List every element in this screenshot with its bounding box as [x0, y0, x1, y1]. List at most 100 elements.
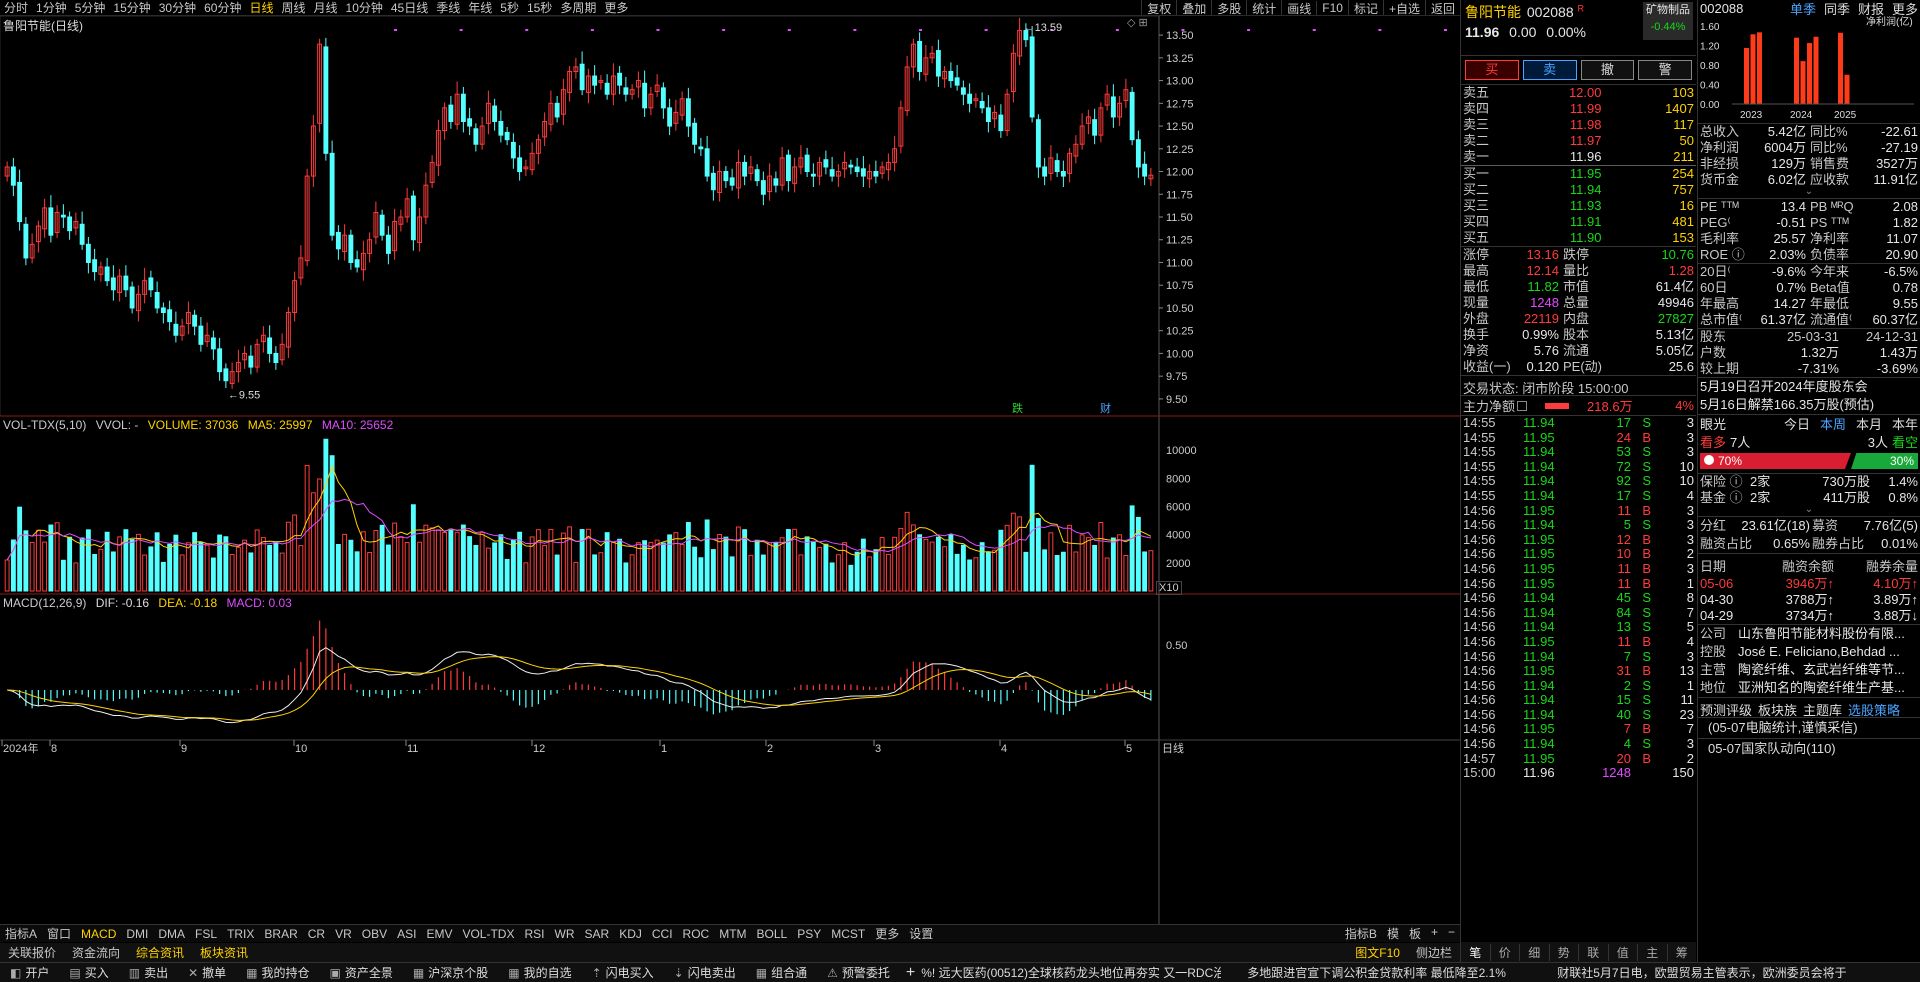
candle-body[interactable] [35, 225, 41, 243]
candle-body[interactable] [542, 121, 548, 138]
candle-body[interactable] [1110, 96, 1116, 118]
indicator-tab[interactable]: ROC [682, 926, 710, 941]
indicator-right-button[interactable]: + [1430, 925, 1438, 939]
candle-body[interactable] [360, 252, 366, 271]
candle-body[interactable] [823, 159, 829, 168]
candle-body[interactable] [392, 221, 398, 252]
candle-body[interactable] [954, 77, 960, 86]
event-marker[interactable] [722, 29, 726, 31]
candle-body[interactable] [1004, 93, 1010, 132]
indicator-tab[interactable]: DMI [126, 926, 149, 941]
info-tab[interactable]: 综合资讯 [136, 946, 185, 960]
candle-body[interactable] [142, 280, 148, 295]
candle-body[interactable] [173, 323, 179, 336]
candle-body[interactable] [192, 314, 198, 327]
candle-body[interactable] [792, 166, 798, 184]
event-marker[interactable] [394, 29, 397, 31]
candle-body[interactable] [29, 243, 35, 259]
event-marker[interactable] [1444, 29, 1447, 31]
quote-tab[interactable]: 价 [1491, 943, 1520, 961]
status-button[interactable]: ▣ 资产全景 [320, 964, 403, 981]
f10-news-item[interactable]: 05-07国家队动向(110) [1698, 738, 1920, 758]
candle-body[interactable] [973, 98, 979, 102]
candle-body[interactable] [1048, 157, 1054, 174]
event-marker[interactable] [1378, 29, 1382, 31]
candle-body[interactable] [729, 177, 735, 186]
candle-body[interactable] [1010, 52, 1016, 92]
candle-body[interactable] [660, 87, 666, 109]
candle-body[interactable] [310, 125, 316, 177]
candle-body[interactable] [723, 171, 729, 182]
status-button[interactable]: ▤ 买入 [59, 964, 118, 981]
candle-body[interactable] [335, 231, 341, 250]
period-tab[interactable]: 月线 [313, 1, 338, 15]
candle-body[interactable] [942, 70, 948, 80]
indicator-tab[interactable]: OBV [361, 926, 388, 941]
order-book-row[interactable]: 买三 11.93 16 [1463, 198, 1694, 214]
info-right-button[interactable]: 侧边栏 [1415, 946, 1452, 960]
indicator-tab[interactable]: TRIX [227, 926, 255, 941]
event-marker[interactable] [1115, 29, 1119, 31]
candle-body[interactable] [379, 214, 385, 236]
candle-body[interactable] [460, 93, 466, 123]
status-button[interactable]: ⇡ 闪电买入 [582, 964, 664, 981]
candle-body[interactable] [885, 161, 891, 171]
candle-body[interactable] [42, 207, 48, 230]
candle-body[interactable] [254, 343, 260, 368]
period-tab[interactable]: 分时 [4, 1, 29, 15]
indicator-tab[interactable]: PSY [797, 926, 822, 941]
info-tab[interactable]: 关联报价 [8, 946, 57, 960]
candle-body[interactable] [554, 102, 560, 118]
candle-body[interactable] [73, 221, 79, 229]
period-tab[interactable]: 30分钟 [158, 1, 197, 15]
stock-name[interactable]: 鲁阳节能 [1465, 4, 1521, 20]
candle-body[interactable] [835, 171, 841, 177]
candle-body[interactable] [398, 216, 404, 225]
indicator-tab[interactable]: 指标A [5, 927, 38, 941]
toolbar-button[interactable]: 标记 [1347, 0, 1383, 15]
candle-body[interactable] [373, 211, 379, 238]
indicator-right-button[interactable]: 板 [1408, 927, 1421, 941]
candle-body[interactable] [848, 164, 854, 168]
candle-body[interactable] [429, 161, 435, 183]
status-button[interactable]: ◧ 开户 [0, 964, 59, 981]
candle-body[interactable] [423, 184, 429, 218]
candle-body[interactable] [798, 157, 804, 168]
candle-body[interactable] [479, 125, 485, 145]
indicator-tab[interactable]: ASI [397, 926, 417, 941]
quote-tab[interactable]: 联 [1579, 943, 1609, 961]
event-marker[interactable] [787, 29, 791, 31]
candle-body[interactable] [23, 223, 29, 259]
candle-body[interactable] [673, 111, 679, 124]
candle-body[interactable] [1073, 143, 1079, 157]
indicator-right-button[interactable]: 指标B [1344, 927, 1377, 941]
period-tab[interactable]: 5分钟 [74, 1, 106, 15]
quote-tab[interactable]: 筹 [1668, 944, 1697, 961]
quote-tab[interactable]: 细 [1520, 943, 1550, 961]
event-marker[interactable] [459, 29, 463, 31]
indicator-tab[interactable]: BOLL [756, 926, 788, 941]
candle-body[interactable] [160, 307, 166, 314]
news-ticker-3[interactable]: 财联社5月7日电，欧盟贸易主管表示，欧洲委员会将于 [1557, 966, 1847, 980]
candle-body[interactable] [535, 139, 541, 154]
f10-link[interactable]: 预测评级 [1700, 703, 1753, 718]
candle-body[interactable] [454, 93, 460, 125]
candle-body[interactable] [604, 82, 610, 95]
candle-body[interactable] [367, 239, 373, 254]
candle-body[interactable] [873, 171, 879, 177]
eye-tab[interactable]: 今日 [1783, 417, 1810, 432]
indicator-tab[interactable]: 设置 [909, 927, 934, 941]
candle-body[interactable] [985, 107, 991, 122]
trade-button[interactable]: 买 [1465, 60, 1519, 80]
eye-tab[interactable]: 本年 [1891, 417, 1918, 432]
candle-body[interactable] [960, 87, 966, 95]
info-tab[interactable]: 板块资讯 [200, 946, 249, 960]
f10-tab[interactable]: 财报 [1857, 1, 1884, 17]
event-marker[interactable] [984, 29, 988, 31]
event-flag[interactable]: 财 [1100, 401, 1111, 415]
period-tab[interactable]: 周线 [281, 1, 306, 15]
event-marker[interactable] [525, 29, 529, 31]
candle-body[interactable] [610, 75, 616, 95]
period-tab[interactable]: 15分钟 [113, 1, 151, 15]
candle-body[interactable] [4, 166, 10, 177]
